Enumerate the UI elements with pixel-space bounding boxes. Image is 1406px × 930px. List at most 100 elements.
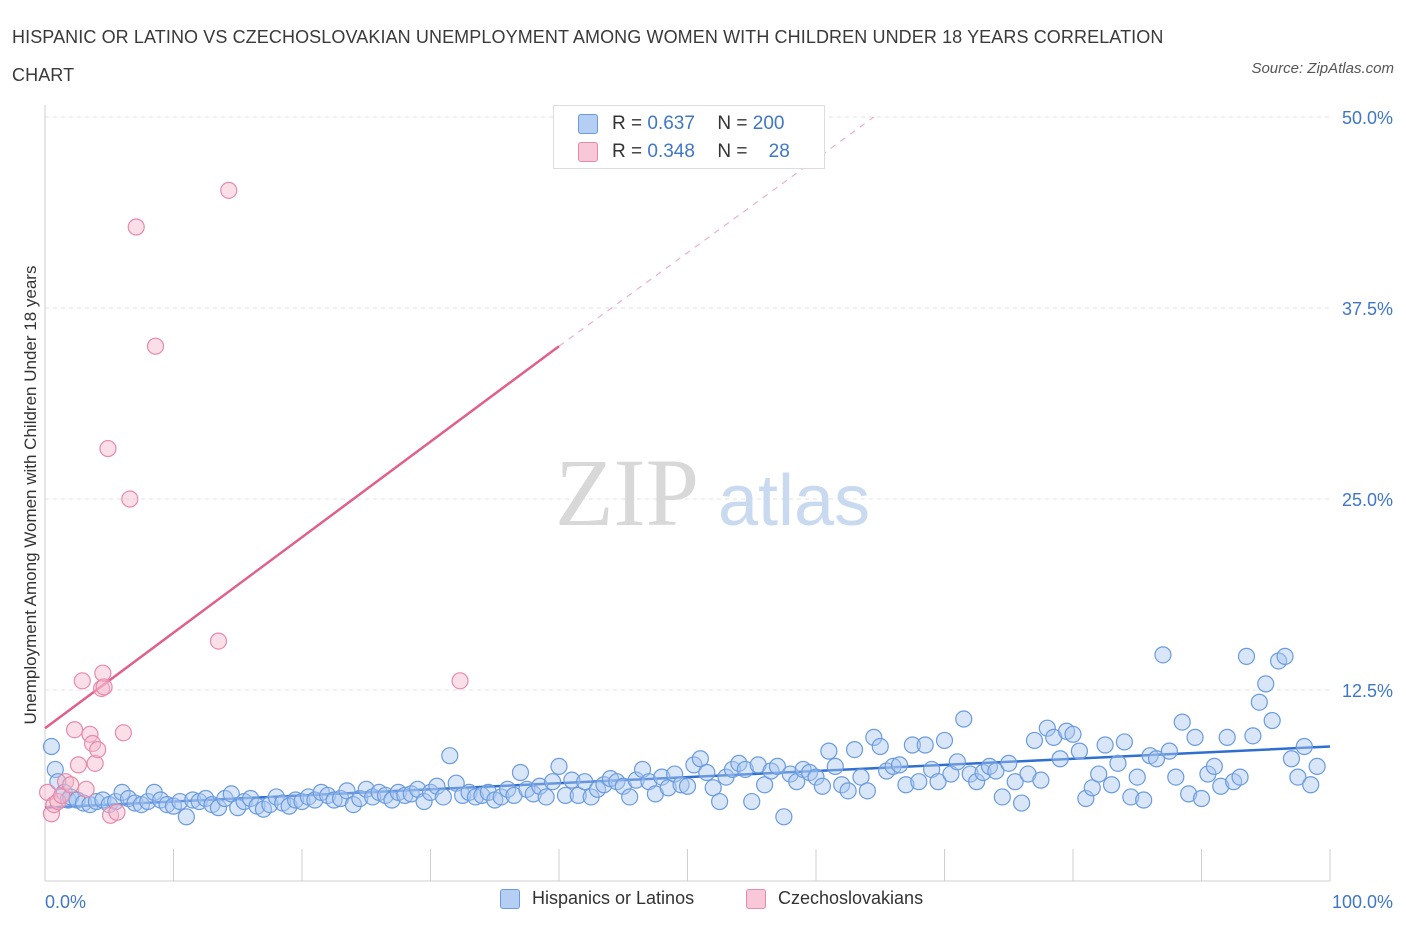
data-point bbox=[86, 754, 104, 772]
watermark-zip: ZIP bbox=[555, 439, 699, 546]
gridlines bbox=[45, 116, 1330, 691]
x-tick-label-start: 0.0% bbox=[45, 892, 86, 912]
data-point bbox=[267, 788, 285, 806]
data-point bbox=[209, 799, 228, 817]
data-point bbox=[1276, 647, 1294, 665]
data-point bbox=[1244, 727, 1262, 745]
data-point bbox=[1032, 771, 1050, 789]
data-point bbox=[1064, 725, 1082, 743]
data-point bbox=[1012, 794, 1031, 812]
data-point bbox=[114, 724, 132, 742]
data-point bbox=[672, 776, 690, 794]
data-point bbox=[1302, 776, 1320, 794]
data-point bbox=[74, 794, 93, 812]
legend-r-value: 0.348 bbox=[647, 141, 695, 162]
data-point bbox=[569, 786, 587, 805]
trend-line-czechoslovakians bbox=[44, 345, 560, 730]
data-point bbox=[1218, 728, 1236, 746]
data-point bbox=[1135, 791, 1153, 809]
data-point bbox=[62, 776, 80, 794]
data-point bbox=[441, 747, 459, 765]
data-point bbox=[1128, 768, 1146, 786]
data-point bbox=[1122, 788, 1140, 806]
legend-n-value: 200 bbox=[752, 113, 785, 134]
legend-n-value: 28 bbox=[768, 141, 790, 162]
data-point bbox=[1115, 733, 1134, 751]
data-point bbox=[286, 791, 305, 809]
data-point bbox=[466, 788, 485, 806]
data-point bbox=[73, 672, 91, 690]
data-points bbox=[38, 181, 1326, 826]
data-point bbox=[146, 337, 165, 355]
chart-source: Source: ZipAtlas.com bbox=[1251, 60, 1394, 77]
data-point bbox=[421, 783, 440, 801]
data-point bbox=[858, 782, 877, 800]
data-point bbox=[1006, 773, 1024, 791]
data-point bbox=[1257, 675, 1275, 693]
data-point bbox=[993, 788, 1011, 806]
data-point bbox=[113, 783, 131, 801]
data-point bbox=[576, 773, 594, 791]
data-point bbox=[755, 776, 774, 794]
data-point bbox=[627, 771, 645, 789]
data-point bbox=[968, 773, 986, 791]
legend-r-label: R = bbox=[612, 141, 643, 162]
data-point bbox=[890, 756, 909, 774]
y-tick-label: 37.5% bbox=[1342, 299, 1393, 319]
data-point bbox=[280, 797, 298, 815]
y-axis-label: Unemployment Among Women with Children U… bbox=[21, 266, 40, 725]
watermark: ZIP atlas bbox=[555, 439, 870, 546]
data-point bbox=[1096, 736, 1114, 754]
data-point bbox=[69, 756, 88, 774]
data-point bbox=[184, 791, 202, 809]
y-tick-label: 25.0% bbox=[1342, 490, 1393, 510]
data-point bbox=[743, 792, 761, 811]
data-point bbox=[1282, 750, 1301, 768]
data-point bbox=[197, 789, 215, 808]
data-point bbox=[99, 439, 117, 458]
data-point bbox=[974, 763, 992, 782]
data-point bbox=[1077, 789, 1095, 808]
watermark-atlas: atlas bbox=[718, 461, 870, 541]
data-point bbox=[531, 777, 549, 795]
y-tick-label: 50.0% bbox=[1342, 108, 1393, 128]
data-point bbox=[344, 795, 362, 814]
data-point bbox=[550, 757, 568, 776]
data-point bbox=[108, 803, 126, 821]
data-point bbox=[77, 780, 95, 798]
bottom-legend-czech: Czechoslovakians bbox=[746, 888, 923, 909]
data-point bbox=[158, 795, 176, 814]
data-point bbox=[884, 757, 902, 776]
data-point bbox=[852, 768, 870, 786]
data-point bbox=[177, 808, 195, 826]
legend-r-label: R = bbox=[612, 113, 643, 134]
data-point bbox=[1308, 757, 1326, 776]
data-point bbox=[94, 664, 112, 682]
data-point bbox=[1231, 768, 1249, 786]
data-point bbox=[1160, 742, 1178, 760]
data-point bbox=[89, 740, 107, 759]
data-point bbox=[711, 792, 729, 811]
data-point bbox=[691, 750, 709, 768]
legend-row-hispanic: R = 0.637 N = 200 bbox=[578, 111, 784, 137]
data-point bbox=[220, 181, 238, 199]
data-point bbox=[621, 788, 639, 806]
data-point bbox=[1000, 754, 1018, 772]
data-point bbox=[511, 763, 530, 782]
data-point bbox=[987, 762, 1005, 780]
data-point bbox=[910, 773, 928, 791]
data-point bbox=[209, 632, 228, 650]
data-point bbox=[1295, 737, 1313, 756]
bottom-legend-label: Hispanics or Latinos bbox=[532, 888, 695, 908]
data-point bbox=[678, 777, 697, 795]
data-point bbox=[1147, 750, 1166, 768]
data-point bbox=[139, 792, 157, 811]
data-point bbox=[1051, 750, 1069, 768]
bottom-legend-label: Czechoslovakians bbox=[778, 888, 924, 908]
data-point bbox=[126, 794, 144, 812]
data-point bbox=[730, 754, 748, 772]
data-point bbox=[685, 756, 703, 774]
bottom-legend-swatch-pink bbox=[746, 888, 766, 909]
data-point bbox=[916, 736, 934, 754]
